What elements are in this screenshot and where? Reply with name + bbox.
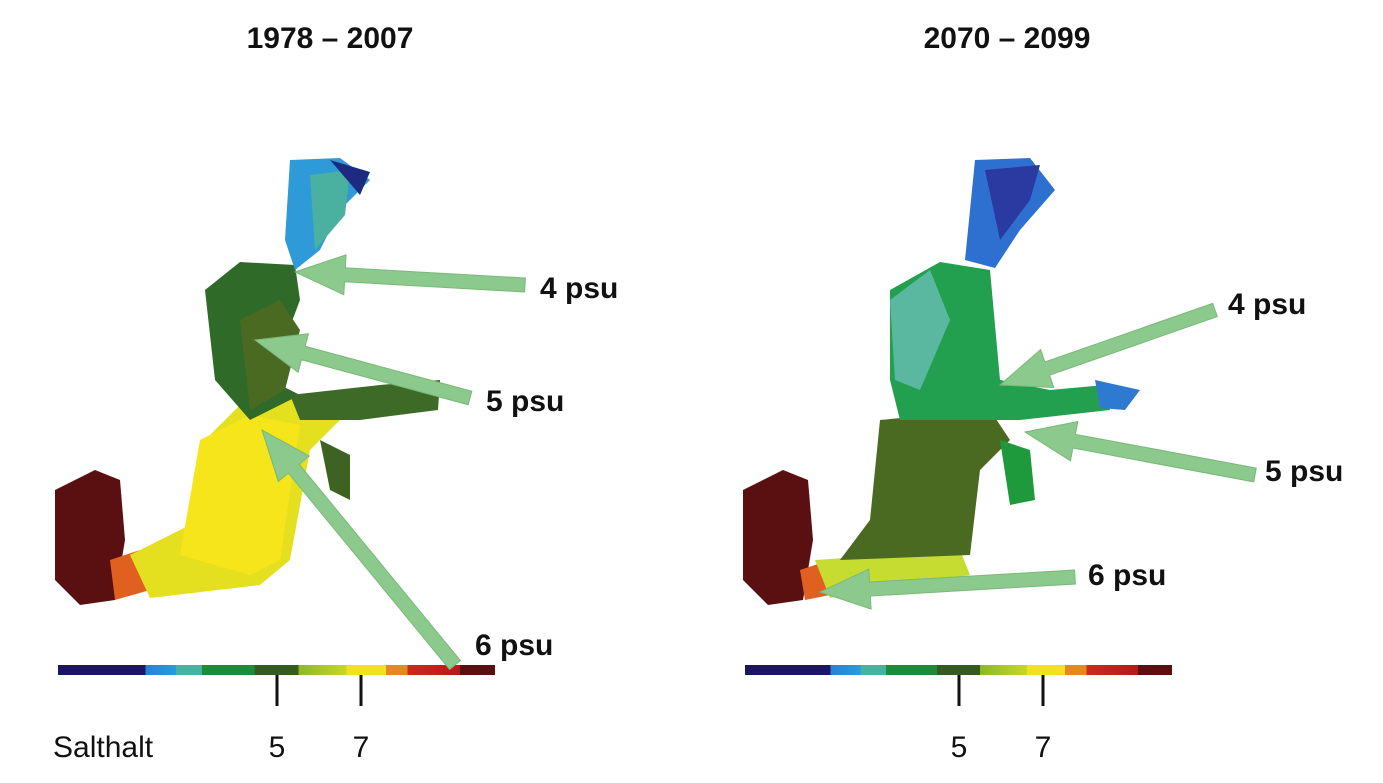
scale-ticks — [275, 675, 1045, 706]
isohaline-label: 6 psu — [475, 629, 553, 662]
panel-title: 1978 – 2007 — [247, 22, 414, 55]
arrow — [1023, 420, 1257, 483]
isohaline-label: 5 psu — [486, 385, 564, 418]
map-right — [743, 158, 1140, 605]
scale-label: Salthalt — [53, 731, 154, 764]
arrow — [998, 302, 1218, 388]
arrow — [818, 568, 1076, 610]
panel-title: 2070 – 2099 — [924, 22, 1091, 55]
tick-label: 7 — [353, 731, 370, 764]
arrow — [293, 254, 526, 296]
tick-label: 5 — [951, 731, 968, 764]
tick-label: 5 — [269, 731, 286, 764]
arrow — [261, 428, 462, 671]
arrow — [253, 333, 473, 406]
isohaline-label: 6 psu — [1088, 559, 1166, 592]
tick-label: 7 — [1035, 731, 1052, 764]
isohaline-label: 4 psu — [540, 272, 618, 305]
color-scale — [58, 665, 495, 675]
color-scale — [745, 665, 1172, 675]
isohaline-label: 4 psu — [1228, 288, 1306, 321]
isohaline-label: 5 psu — [1265, 455, 1343, 488]
